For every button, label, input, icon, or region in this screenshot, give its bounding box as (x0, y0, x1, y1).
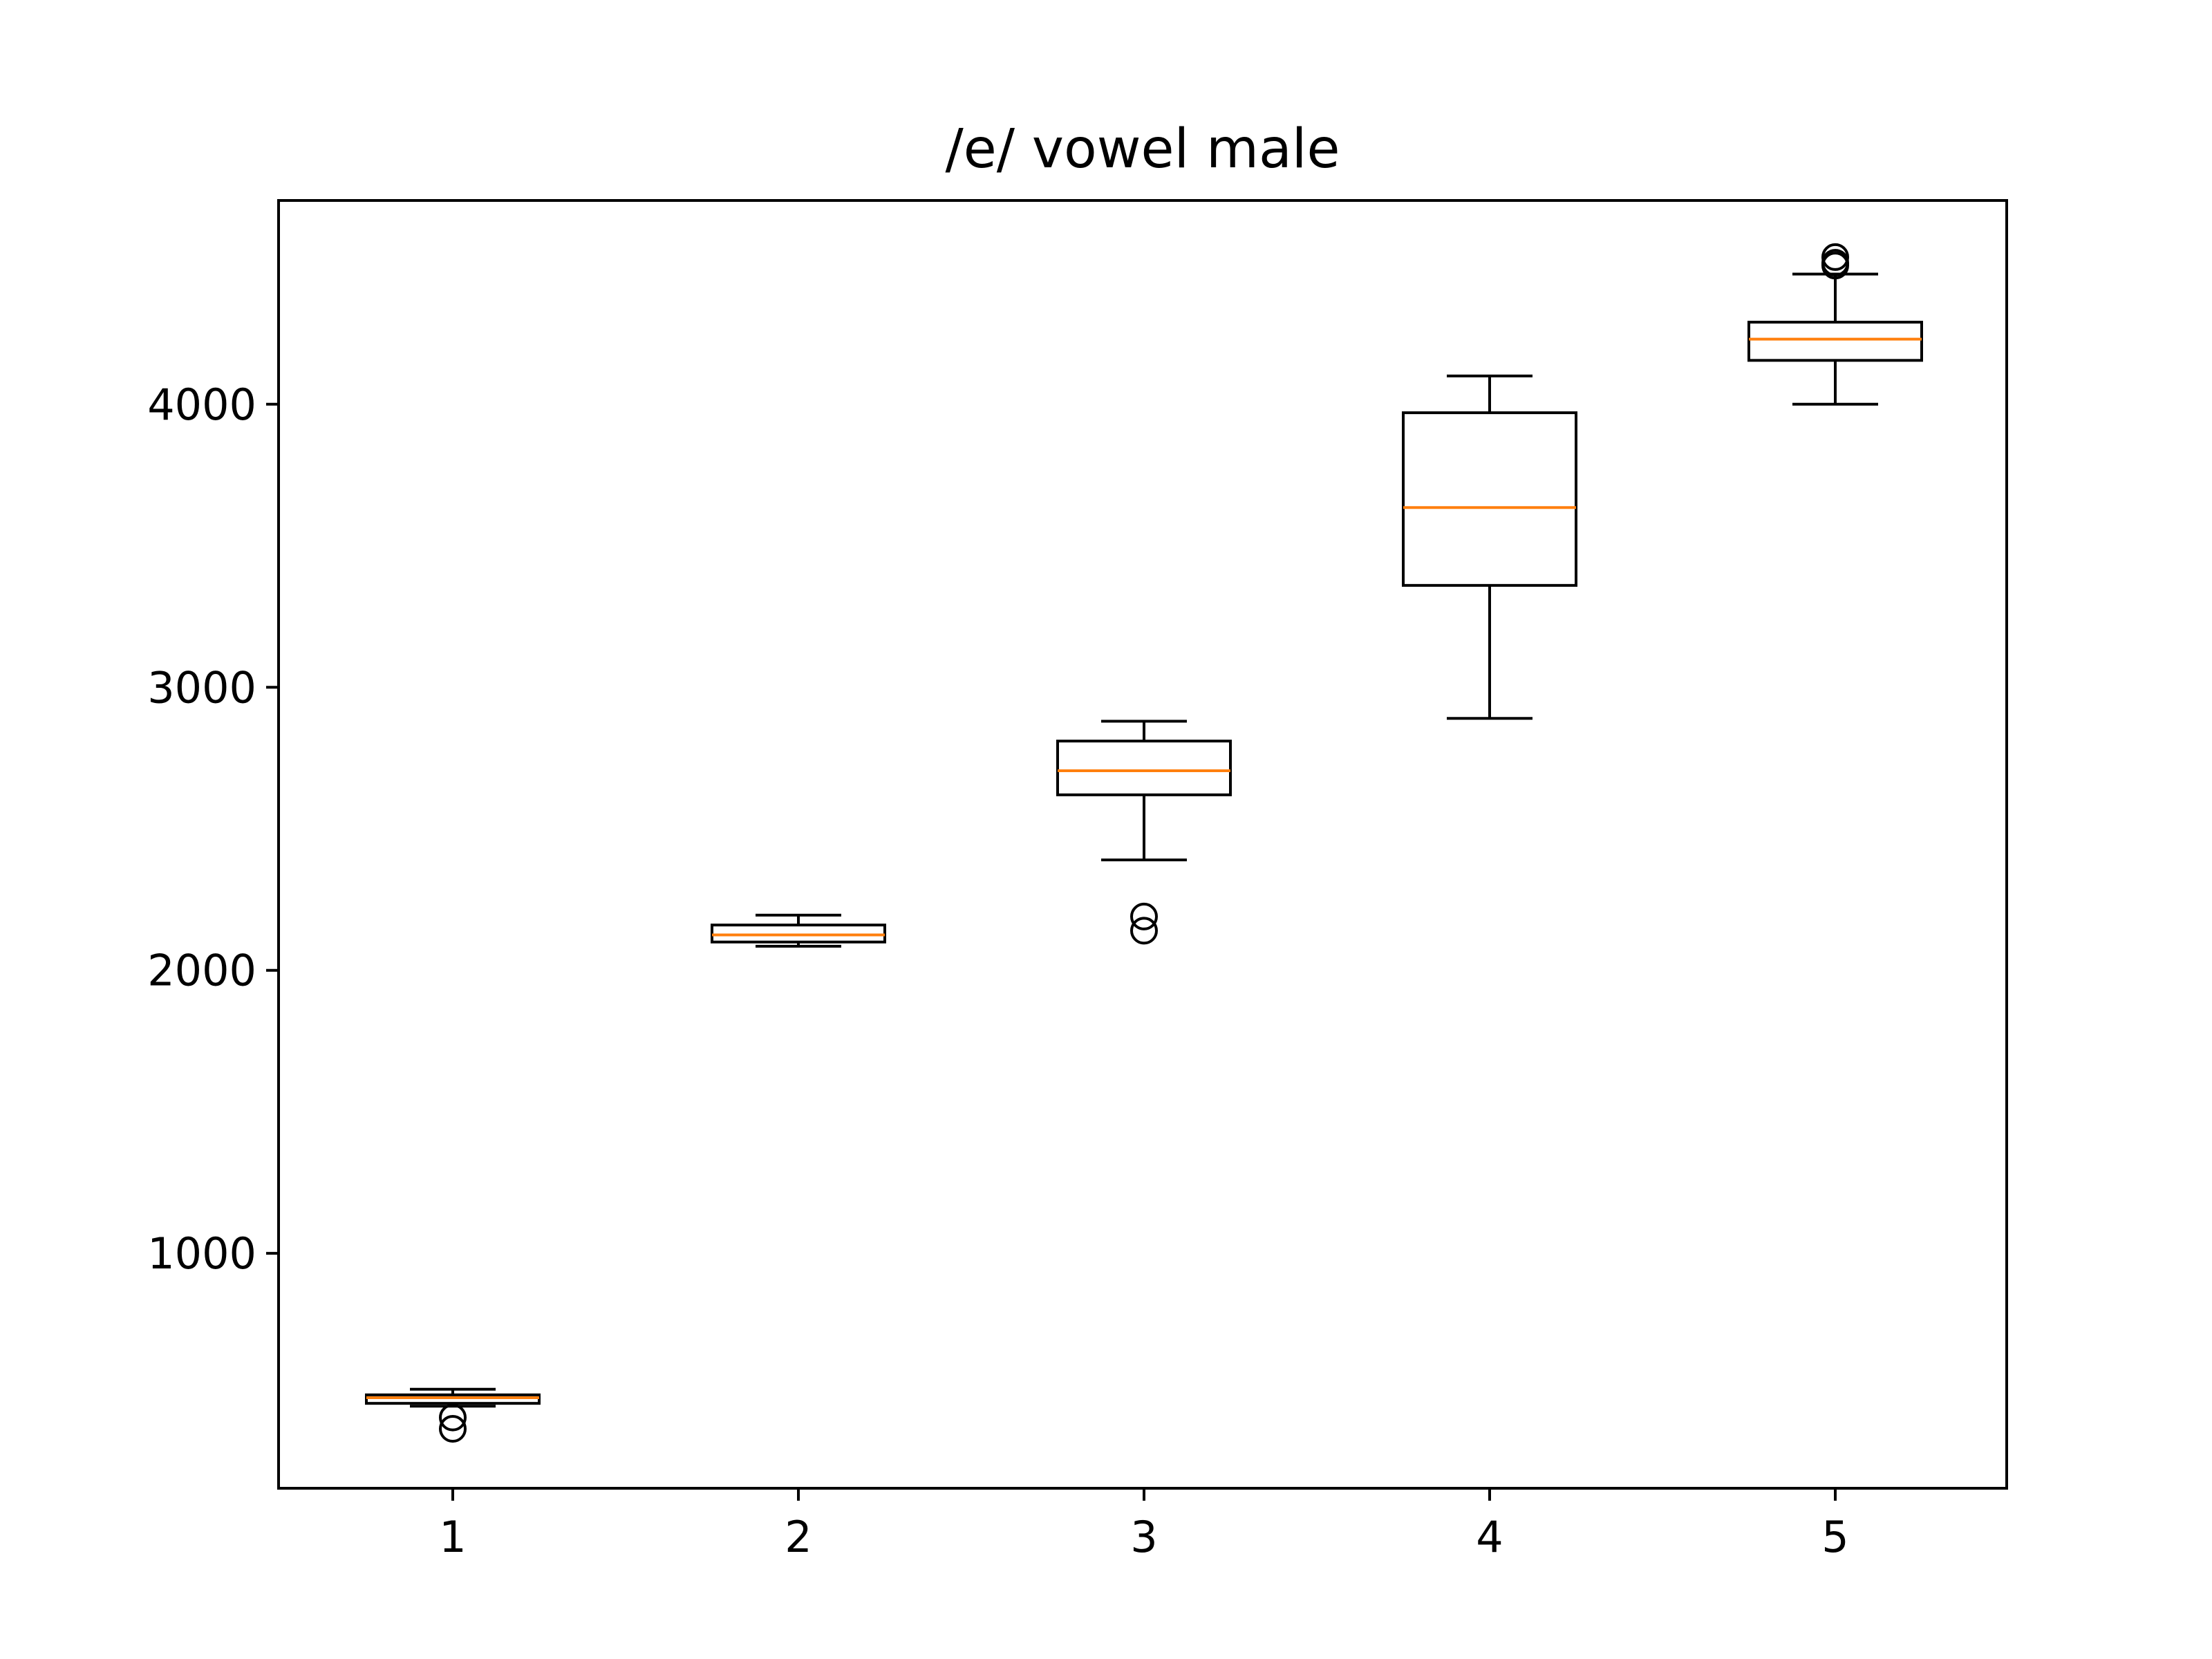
x-tick-label: 4 (1476, 1512, 1503, 1562)
y-tick-label: 1000 (147, 1228, 256, 1279)
plot-area: 1000 2000 3000 4000 1 2 3 4 5 (147, 243, 1923, 1562)
outlier-point (439, 1403, 467, 1432)
axes-frame (277, 199, 2008, 1490)
box-iqr (711, 924, 886, 944)
box-iqr (365, 1393, 541, 1405)
chart-title: /e/ vowel male (946, 118, 1340, 180)
x-tick-label: 5 (1821, 1512, 1848, 1562)
box-iqr (1056, 740, 1232, 796)
outlier-point (1130, 902, 1158, 930)
x-tick-label: 3 (1130, 1512, 1157, 1562)
x-tick-label: 1 (439, 1512, 466, 1562)
outlier-point (1130, 917, 1158, 945)
y-tick-label: 4000 (147, 379, 256, 430)
box-iqr (1747, 321, 1923, 362)
x-tick-label: 2 (785, 1512, 812, 1562)
box-iqr (1402, 411, 1577, 587)
outlier-point (1821, 252, 1849, 280)
outlier-point (439, 1415, 467, 1443)
y-tick-label: 2000 (147, 946, 256, 996)
y-tick-label: 3000 (147, 662, 256, 713)
